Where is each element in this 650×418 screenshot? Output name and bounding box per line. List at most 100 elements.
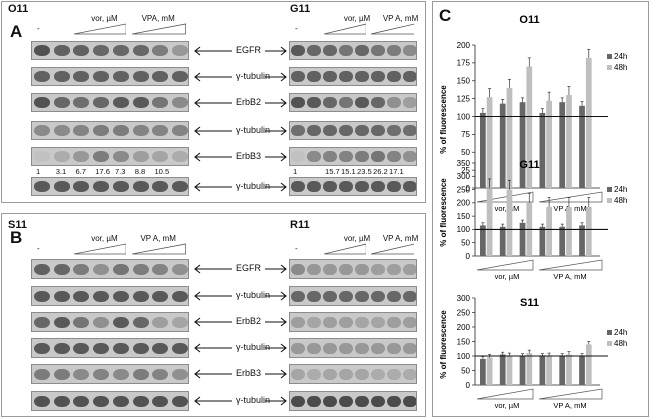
band: [152, 395, 169, 407]
band: [403, 342, 416, 354]
band: [339, 290, 353, 302]
arrow-left-a-2: [194, 98, 232, 107]
band: [93, 290, 110, 302]
vor-gradient-wedge: [73, 23, 126, 35]
band: [172, 395, 188, 407]
quant-value: 26.2: [373, 167, 388, 176]
band: [152, 151, 169, 162]
protein-label: EGFR: [236, 263, 262, 273]
band: [33, 71, 50, 82]
band: [355, 71, 369, 82]
band: [323, 125, 337, 136]
band: [152, 263, 169, 275]
band: [323, 71, 337, 82]
band: [73, 151, 90, 162]
band: [323, 368, 337, 380]
band: [53, 263, 70, 275]
band: [339, 125, 353, 136]
band: [53, 395, 70, 407]
blot-b-right-row-0: [289, 259, 417, 279]
band: [73, 316, 90, 328]
band: [339, 151, 353, 162]
dash-label: -: [295, 244, 298, 253]
band: [371, 395, 385, 407]
band: [33, 181, 50, 192]
band: [152, 290, 169, 302]
vor-gradient-wedge: [73, 243, 126, 255]
band: [73, 71, 90, 82]
band: [307, 316, 321, 328]
blot-a-left-row-5: [31, 177, 189, 196]
band: [403, 263, 416, 275]
band: [132, 125, 149, 136]
blot-a-right-row-5: [289, 177, 417, 196]
dash-label: -: [295, 24, 298, 33]
band: [323, 181, 337, 192]
band: [371, 97, 385, 108]
quant-value: 1: [293, 167, 298, 176]
band: [291, 395, 305, 407]
band: [112, 395, 129, 407]
quant-value: 6.7: [75, 167, 86, 176]
band: [53, 125, 70, 136]
band: [307, 71, 321, 82]
vpa-gradient-wedge: [132, 243, 186, 255]
band: [291, 342, 305, 354]
band: [355, 45, 369, 56]
band: [291, 151, 305, 162]
blot-b-left-row-1: [31, 286, 189, 306]
band: [291, 263, 305, 275]
band: [403, 181, 416, 192]
band: [323, 395, 337, 407]
arrow-left-b-4: [194, 369, 232, 379]
band: [387, 181, 401, 192]
band: [53, 290, 70, 302]
band: [172, 290, 188, 302]
band: [371, 263, 385, 275]
band: [339, 97, 353, 108]
band: [387, 97, 401, 108]
band: [93, 151, 110, 162]
band: [339, 368, 353, 380]
band: [33, 342, 50, 354]
band: [323, 342, 337, 354]
band: [132, 342, 149, 354]
blot-a-right-row-0: [289, 41, 417, 60]
band: [371, 316, 385, 328]
band: [307, 395, 321, 407]
band: [172, 181, 188, 192]
band: [33, 316, 50, 328]
band: [355, 97, 369, 108]
band: [152, 342, 169, 354]
band: [403, 97, 416, 108]
vpa-gradient-wedge: [132, 23, 186, 35]
arrow-left-b-1: [194, 291, 232, 301]
quant-value: 7.3: [114, 167, 126, 176]
band: [132, 181, 149, 192]
band: [339, 395, 353, 407]
band: [403, 290, 416, 302]
vpa-label: VP A, mM: [140, 234, 176, 243]
band: [291, 316, 305, 328]
vor-label: vor, µM: [91, 14, 118, 23]
band: [132, 290, 149, 302]
band: [307, 151, 321, 162]
band: [112, 342, 129, 354]
blot-a-right-row-2: [289, 93, 417, 112]
protein-label: ErbB2: [236, 316, 262, 326]
blot-b-right-row-5: [289, 391, 417, 411]
band: [387, 290, 401, 302]
vpa-gradient-wedge: [370, 23, 415, 35]
quant-value: 23.5: [357, 167, 372, 176]
band: [339, 71, 353, 82]
band: [152, 97, 169, 108]
arrow-left-a-1: [194, 72, 232, 81]
blot-a-left-row-4: [31, 147, 189, 166]
protein-label: ErbB2: [236, 96, 262, 107]
band: [371, 151, 385, 162]
protein-label: γ-tubulin: [236, 342, 271, 352]
blot-a-left-row-3: [31, 121, 189, 140]
band: [371, 181, 385, 192]
band: [371, 71, 385, 82]
protein-label: γ-tubulin: [236, 180, 271, 191]
